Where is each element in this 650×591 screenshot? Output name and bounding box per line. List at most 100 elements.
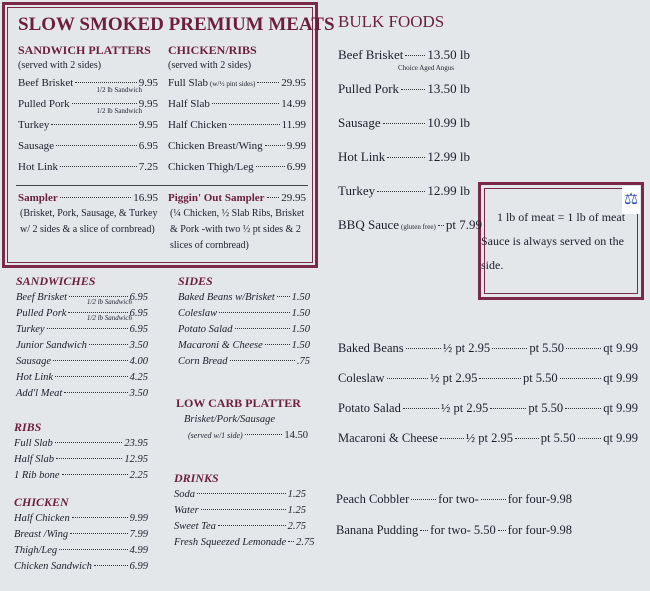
- menu-item: (served w/1 side) 14.50: [176, 428, 308, 444]
- menu-item: BBQ Sauce (gluten free) pt 7.99: [338, 208, 482, 242]
- menu-section: BULK FOODS Beef Brisket 13.50 lb Choice Age…: [338, 6, 482, 242]
- section-heading: SANDWICHES: [16, 274, 96, 288]
- section-heading: DRINKS: [174, 471, 219, 485]
- section-heading: BULK FOODS: [338, 12, 445, 31]
- menu-item: Beef Brisket 6.95 1/2 lb Sandwich: [16, 290, 148, 306]
- item-price: 23.95: [124, 438, 148, 449]
- item-price: qt 9.99: [603, 401, 639, 415]
- item-name: Coleslaw: [338, 371, 385, 385]
- leader: [55, 376, 128, 377]
- leader: [69, 296, 128, 297]
- sampler: Piggin' Out Sampler 29.95 (¼ Chicken, ½ Sl…: [168, 190, 306, 254]
- menu-item: Potato Salad ½ pt 2.95 pt 5.50 qt 9.99: [338, 393, 638, 423]
- menu-item: Sausage 10.99 lb: [338, 106, 470, 140]
- item-name: Breast /Wing: [14, 529, 69, 540]
- divider: [16, 185, 308, 186]
- section-heading: RIBS: [14, 420, 42, 434]
- item-price: 6.99: [286, 161, 306, 173]
- leader: [480, 499, 506, 500]
- leader: [514, 438, 539, 439]
- item-name: Sausage: [16, 356, 51, 367]
- menu-item: Sweet Tea 2.75: [174, 519, 306, 535]
- item-price: for two-: [438, 492, 479, 506]
- menu-item: Macaroni & Cheese 1.50: [178, 338, 310, 354]
- item-price: qt 9.99: [603, 431, 639, 445]
- leader: [197, 493, 286, 494]
- leader: [264, 145, 285, 146]
- premium-title: SLOW SMOKED PREMIUM MEATS: [18, 14, 335, 35]
- item-price: 4.99: [129, 545, 148, 556]
- sampler-row: Sampler 16.95: [18, 190, 158, 206]
- item-name: BBQ Sauce: [338, 217, 400, 232]
- item-price: 3.50: [129, 388, 148, 399]
- menu-item: Sausage 4.00: [16, 354, 148, 370]
- menu-item: Baked Beans w/Brisket 1.50: [178, 290, 310, 306]
- section-heading: CHICKEN/RIBS: [168, 43, 257, 57]
- item-price: ½ pt 2.95: [430, 371, 478, 385]
- item-name: Baked Beans w/Brisket: [178, 292, 275, 303]
- info-line: 1 lb of meat = 1 lb of meat: [496, 210, 626, 224]
- item-name: Turkey: [16, 324, 45, 335]
- section-heading: SANDWICH PLATTERS: [18, 43, 151, 57]
- menu-item: Junior Sandwich 3.50: [16, 338, 148, 354]
- item-name: Beef Brisket: [16, 292, 68, 303]
- item-price: ½ pt 2.95: [465, 431, 513, 445]
- item-price: 1.50: [291, 340, 310, 351]
- sampler-description: (Brisket, Pork, Sausage, & Turkey w/ 2 s…: [20, 208, 158, 235]
- item-name: Beef Brisket: [18, 77, 74, 89]
- menu-item: Corn Bread .75: [178, 354, 310, 370]
- item-price: 4.25: [129, 372, 148, 383]
- item-name: 1 Rib bone: [14, 470, 60, 481]
- leader: [200, 509, 286, 510]
- section-note: (served with 2 sides): [168, 60, 252, 71]
- item-price: 1.25: [287, 505, 306, 516]
- leader: [217, 525, 286, 526]
- item-name: Hot Link: [16, 372, 54, 383]
- leader: [219, 312, 290, 313]
- section-heading: LOW CARB PLATTER: [176, 396, 301, 410]
- leader: [386, 378, 429, 379]
- leader: [479, 378, 521, 379]
- item-price: pt 5.50: [522, 371, 558, 385]
- leader: [64, 392, 128, 393]
- item-price: 2.75: [296, 537, 315, 548]
- item-name: Chicken Breast/Wing: [168, 140, 263, 152]
- item-price: 1.50: [291, 324, 310, 335]
- leader: [492, 348, 528, 349]
- item-note: Choice Aged Angus: [398, 64, 454, 72]
- leader: [71, 103, 137, 104]
- leader: [56, 145, 137, 146]
- item-price: 13.50 lb: [427, 81, 470, 96]
- leader: [288, 541, 295, 542]
- leader: [229, 360, 295, 361]
- item-name: Turkey: [18, 119, 50, 131]
- leader: [55, 458, 123, 459]
- item-price: 6.95: [138, 140, 158, 152]
- menu-section: Peach Cobbler for two-for four-9.98 Banana…: [336, 484, 572, 546]
- menu-item: Half Chicken 11.99: [168, 115, 306, 136]
- menu-item: Beef Brisket 13.50 lb Choice Aged Angus: [338, 38, 470, 72]
- item-name: Pulled Pork: [338, 81, 400, 96]
- item-name: Beef Brisket: [338, 47, 404, 62]
- info-box: 1 lb of meat = 1 lb of meat Sauce is alw…: [478, 182, 644, 300]
- leader: [377, 191, 426, 192]
- item-name: Sausage: [18, 140, 55, 152]
- item-price: ½ pt 2.95: [441, 401, 489, 415]
- leader: [387, 157, 426, 158]
- item-name: Half Slab: [168, 98, 210, 110]
- item-price: 14.99: [281, 98, 306, 110]
- item-price: 29.95: [281, 77, 306, 89]
- menu-item: Fresh Squeezed Lemonade 2.75: [174, 535, 315, 551]
- leader: [71, 517, 128, 518]
- leader: [234, 328, 290, 329]
- item-name: Soda: [174, 489, 195, 500]
- item-price: for two- 5.50: [430, 523, 496, 537]
- menu-item: Half Slab 12.95: [14, 452, 148, 468]
- leader: [61, 474, 128, 475]
- leader: [401, 89, 426, 90]
- item-price: .75: [296, 356, 310, 367]
- item-name: Junior Sandwich: [16, 340, 87, 351]
- leader: [88, 344, 128, 345]
- info-line: Sauce is always served on the side.: [481, 234, 624, 272]
